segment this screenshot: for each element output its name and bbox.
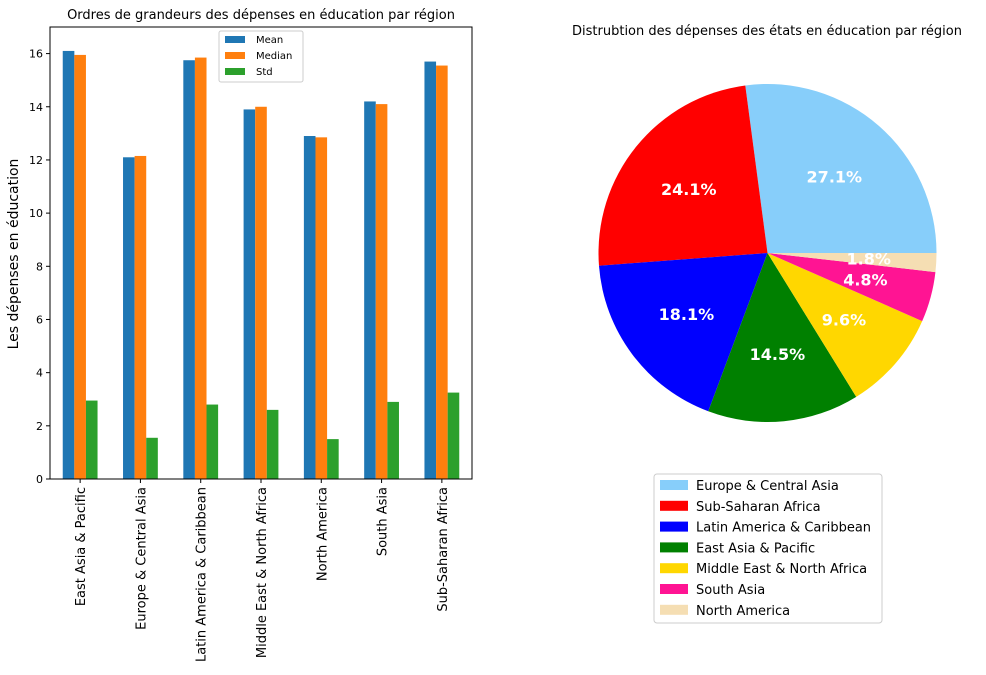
- x-tick-label: South Asia: [376, 487, 391, 556]
- legend-label: Middle East & North Africa: [696, 562, 867, 577]
- bar-std: [387, 401, 399, 479]
- bar-std: [206, 404, 219, 479]
- legend-label: South Asia: [696, 583, 765, 598]
- bar-std: [85, 400, 98, 479]
- bar-median: [315, 137, 328, 479]
- bar-median: [74, 54, 86, 479]
- bar-std: [327, 439, 339, 479]
- y-tick-label: 10: [29, 207, 43, 220]
- bar-std: [146, 437, 158, 479]
- bar-chart: Ordres de grandeurs des dépenses en éduc…: [6, 8, 473, 662]
- pie-chart-slices: [598, 84, 937, 423]
- bar-chart-bars: [62, 50, 460, 480]
- legend-swatch: [660, 584, 688, 594]
- legend-swatch: [660, 480, 688, 490]
- bar-mean: [364, 101, 376, 480]
- y-tick-label: 6: [36, 313, 43, 326]
- pie-slice: [598, 85, 768, 266]
- bar-mean: [303, 136, 316, 479]
- x-tick-label: North America: [315, 487, 330, 581]
- legend-label: North America: [696, 604, 790, 619]
- pie-value-label: 4.8%: [843, 270, 887, 289]
- pie-slice: [767, 253, 923, 397]
- bar-mean: [424, 61, 437, 480]
- x-tick-label: Europe & Central Asia: [134, 487, 149, 630]
- legend-swatch: [660, 604, 688, 615]
- pie-value-label: 27.1%: [807, 168, 863, 187]
- x-tick-label: Middle East & North Africa: [255, 487, 270, 658]
- legend-label: Mean: [256, 35, 283, 46]
- legend-swatch: [660, 542, 688, 553]
- pie-slice: [767, 253, 937, 273]
- y-tick-label: 0: [36, 473, 43, 486]
- bar-chart-y-ticks: 0 2 4 6 8 10 12 14 16: [29, 48, 50, 486]
- pie-slice: [598, 253, 768, 412]
- legend-label: Std: [256, 67, 273, 78]
- bar-mean: [243, 109, 256, 480]
- legend-label: Median: [256, 51, 292, 62]
- legend-label: Latin America & Caribbean: [696, 521, 871, 536]
- bar-median: [255, 106, 267, 479]
- bar-mean: [62, 50, 75, 479]
- bar-median: [134, 155, 147, 479]
- bar-chart-x-ticks: East Asia & Pacific Europe & Central Asia…: [74, 479, 451, 662]
- bar-chart-title: Ordres de grandeurs des dépenses en éduc…: [67, 8, 455, 23]
- bar-median: [375, 104, 388, 479]
- legend-label: East Asia & Pacific: [696, 541, 815, 556]
- pie-value-label: 9.6%: [822, 311, 866, 330]
- y-tick-label: 16: [29, 48, 43, 61]
- pie-value-label: 14.5%: [750, 345, 806, 364]
- legend-label: Sub-Saharan Africa: [696, 500, 821, 515]
- pie-legend-box: [653, 473, 883, 624]
- bar-chart-legend: Mean Median Std: [218, 30, 304, 83]
- y-tick-label: 12: [29, 154, 43, 167]
- pie-value-label: 24.1%: [661, 180, 717, 199]
- pie-value-label: 1.8%: [847, 250, 891, 269]
- y-tick-label: 4: [36, 367, 43, 380]
- bar-mean: [183, 60, 195, 480]
- y-tick-label: 2: [36, 420, 43, 433]
- legend-swatch: [660, 521, 688, 532]
- x-tick-label: Sub-Saharan Africa: [436, 487, 451, 612]
- bar-median: [436, 65, 448, 479]
- bar-chart-frame: [49, 26, 473, 480]
- legend-swatch: [660, 500, 688, 511]
- legend-swatch: [660, 563, 688, 574]
- legend-swatch: [225, 52, 245, 59]
- pie-value-label: 18.1%: [659, 305, 715, 324]
- x-tick-label: Latin America & Caribbean: [195, 487, 210, 662]
- pie-chart: Distrubtion des dépenses des états en éd…: [572, 24, 962, 624]
- bar-std: [266, 409, 279, 479]
- bar-median: [194, 57, 207, 479]
- pie-slice: [745, 84, 937, 253]
- pie-chart-value-labels: 27.1% 24.1% 18.1% 14.5% 9.6% 4.8%1.8%: [659, 168, 891, 364]
- x-tick-label: East Asia & Pacific: [74, 487, 89, 606]
- y-tick-label: 14: [29, 101, 43, 114]
- y-tick-label: 8: [36, 260, 43, 273]
- bar-mean: [123, 157, 135, 479]
- pie-slice: [708, 253, 857, 423]
- legend-label: Europe & Central Asia: [696, 479, 839, 494]
- pie-chart-legend: Europe & Central Asia Sub-Saharan Africa L…: [653, 473, 883, 624]
- legend-swatch: [225, 36, 245, 43]
- bar-std: [447, 392, 460, 479]
- pie-chart-title: Distrubtion des dépenses des états en éd…: [572, 24, 962, 39]
- bar-chart-ylabel: Les dépenses en éducation: [6, 159, 22, 350]
- legend-swatch: [225, 68, 245, 75]
- pie-slice: [767, 253, 936, 322]
